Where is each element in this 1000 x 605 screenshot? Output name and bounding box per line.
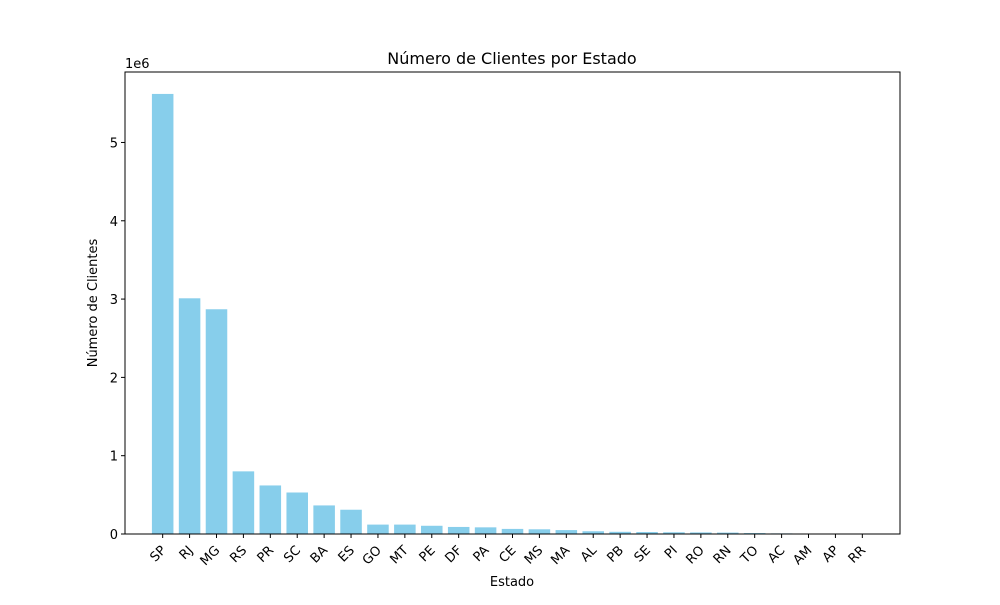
x-tick-label: MS bbox=[522, 543, 546, 567]
x-tick-label: CE bbox=[496, 543, 519, 566]
x-tick-label: AM bbox=[791, 543, 816, 568]
x-tick-label: PB bbox=[605, 543, 627, 565]
x-tick-label: MA bbox=[548, 543, 573, 568]
y-tick-label: 0 bbox=[110, 528, 118, 543]
x-tick-label: DF bbox=[443, 543, 466, 566]
x-tick-label: SC bbox=[281, 543, 304, 566]
x-tick-label: RR bbox=[846, 543, 869, 566]
bar-ma bbox=[556, 530, 578, 534]
bar-ms bbox=[529, 529, 551, 534]
chart-title: Número de Clientes por Estado bbox=[387, 49, 636, 68]
y-tick-label: 1 bbox=[110, 450, 118, 465]
bar-ce bbox=[502, 529, 524, 534]
x-tick-label: AP bbox=[820, 543, 843, 566]
bar-pr bbox=[260, 485, 282, 534]
x-tick-label: PI bbox=[662, 543, 681, 562]
x-tick-label: RJ bbox=[177, 543, 197, 563]
x-tick-label: MT bbox=[388, 543, 412, 567]
x-tick-label: SP bbox=[148, 543, 170, 565]
y-tick-label: 5 bbox=[110, 136, 118, 151]
x-tick-label: PA bbox=[471, 543, 493, 565]
bar-sc bbox=[286, 493, 308, 535]
y-tick-label: 3 bbox=[110, 293, 118, 308]
y-tick-label: 4 bbox=[110, 215, 118, 230]
x-tick-label: RO bbox=[683, 543, 707, 567]
x-tick-label: PR bbox=[255, 543, 278, 566]
y-tick-label: 2 bbox=[110, 371, 118, 386]
x-tick-label: TO bbox=[737, 543, 761, 567]
x-tick-label: RN bbox=[711, 543, 735, 567]
plot-frame bbox=[125, 72, 900, 534]
x-axis-label: Estado bbox=[490, 575, 534, 590]
x-tick-label: PE bbox=[417, 543, 439, 565]
y-axis-ticks: 0 1 2 3 4 5 bbox=[110, 136, 125, 543]
x-tick-label: AC bbox=[765, 543, 788, 566]
y-axis-label: Número de Clientes bbox=[86, 238, 101, 367]
y-axis-offset-label: 1e6 bbox=[125, 57, 150, 72]
x-tick-label: GO bbox=[360, 543, 385, 568]
x-tick-label: ES bbox=[336, 543, 358, 565]
bar-es bbox=[340, 510, 362, 534]
bar-mt bbox=[394, 525, 416, 534]
bar-ba bbox=[313, 505, 335, 534]
bar-mg bbox=[206, 309, 228, 534]
bar-go bbox=[367, 525, 389, 534]
x-tick-label: MG bbox=[198, 543, 224, 569]
bar-df bbox=[448, 527, 470, 534]
bar-rj bbox=[179, 298, 201, 534]
x-tick-label: AL bbox=[578, 543, 601, 566]
bar-pa bbox=[475, 527, 497, 534]
x-tick-label: SE bbox=[632, 543, 654, 565]
bar-pe bbox=[421, 526, 443, 534]
bar-rs bbox=[233, 471, 255, 534]
bar-sp bbox=[152, 94, 174, 534]
x-tick-label: RS bbox=[227, 543, 250, 566]
x-tick-label: BA bbox=[308, 543, 331, 566]
bars-group bbox=[152, 94, 873, 534]
